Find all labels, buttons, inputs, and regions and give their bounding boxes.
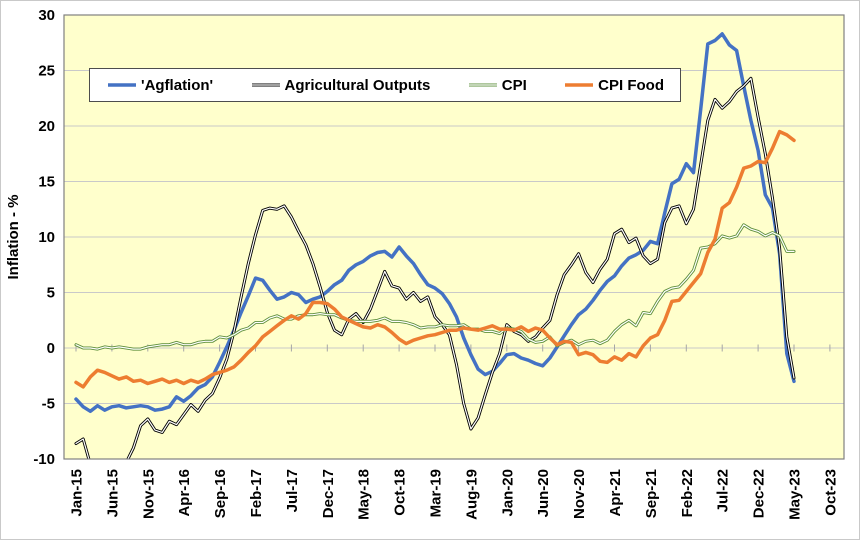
x-tick-label: Sep-21 bbox=[643, 469, 660, 518]
series-line-cpi-food bbox=[74, 129, 796, 389]
x-axis-labels: Jan-15 Jun-15 Nov-15 Apr-16 Sep-16 Feb-17 Jul-… bbox=[69, 469, 840, 520]
y-tick-label: -5 bbox=[42, 396, 55, 413]
legend-label-agflation: 'Agflation' bbox=[141, 76, 214, 94]
x-tick-label: Dec-17 bbox=[320, 469, 337, 518]
series-line-agricultural-outputs bbox=[74, 76, 796, 459]
x-tick-label: Dec-22 bbox=[751, 469, 768, 518]
x-tick-label: Jun-15 bbox=[104, 469, 121, 517]
x-tick-label: Oct-18 bbox=[392, 469, 409, 516]
x-tick-label: Aug-19 bbox=[463, 469, 480, 520]
y-axis-labels: 30 25 20 15 10 5 0 -5 -10 bbox=[33, 7, 55, 468]
y-tick-label: -10 bbox=[33, 451, 55, 468]
x-tick-label: Jul-22 bbox=[715, 469, 732, 512]
x-tick-label: May-23 bbox=[787, 469, 804, 520]
legend-item-agflation: 'Agflation' bbox=[106, 77, 213, 94]
series-line-cpi bbox=[74, 223, 796, 351]
legend-label-cpi: CPI bbox=[501, 76, 527, 94]
y-tick-label: 0 bbox=[47, 340, 55, 357]
y-axis-title: Inflation - % bbox=[5, 195, 22, 280]
legend-item-cpi-food: CPI Food bbox=[563, 77, 664, 94]
y-tick-label: 5 bbox=[47, 285, 55, 302]
plot-border bbox=[63, 14, 845, 460]
legend-line-sample-agricultural-outputs bbox=[251, 83, 280, 87]
y-tick-label: 25 bbox=[38, 63, 55, 80]
legend-line-sample-cpi bbox=[468, 83, 497, 87]
y-tick-label: 15 bbox=[38, 174, 55, 191]
legend-item-cpi: CPI bbox=[467, 77, 527, 94]
x-tick-label: Apr-21 bbox=[607, 469, 624, 517]
x-tick-label: Nov-15 bbox=[140, 469, 157, 519]
x-tick-label: Sep-16 bbox=[212, 469, 229, 518]
x-tick-label: Feb-17 bbox=[248, 469, 265, 517]
legend-line-sample-agflation bbox=[108, 83, 136, 87]
x-tick-label: Jan-20 bbox=[499, 469, 516, 517]
x-tick-label: Nov-20 bbox=[571, 469, 588, 519]
x-tick-label: Jun-20 bbox=[535, 469, 552, 517]
legend-line-sample-cpi-food bbox=[565, 83, 594, 87]
x-tick-label: Feb-22 bbox=[679, 469, 696, 517]
series-line-agflation bbox=[74, 32, 796, 414]
y-tick-label: 10 bbox=[38, 229, 55, 246]
legend: 'Agflation' Agricultural Outputs CPI CPI… bbox=[89, 68, 681, 102]
legend-label-cpi-food: CPI Food bbox=[598, 76, 664, 94]
x-tick-label: Jan-15 bbox=[69, 469, 86, 517]
legend-item-agricultural-outputs: Agricultural Outputs bbox=[250, 76, 431, 94]
x-tick-label: Mar-19 bbox=[428, 469, 445, 517]
y-tick-label: 30 bbox=[38, 7, 55, 24]
y-tick-label: 20 bbox=[38, 118, 55, 135]
legend-label-agricultural-outputs: Agricultural Outputs bbox=[284, 76, 431, 94]
x-tick-label: Jul-17 bbox=[284, 469, 301, 512]
x-tick-label: Apr-16 bbox=[176, 469, 193, 517]
x-tick-label: Oct-23 bbox=[822, 469, 839, 516]
x-tick-label: May-18 bbox=[356, 469, 373, 520]
